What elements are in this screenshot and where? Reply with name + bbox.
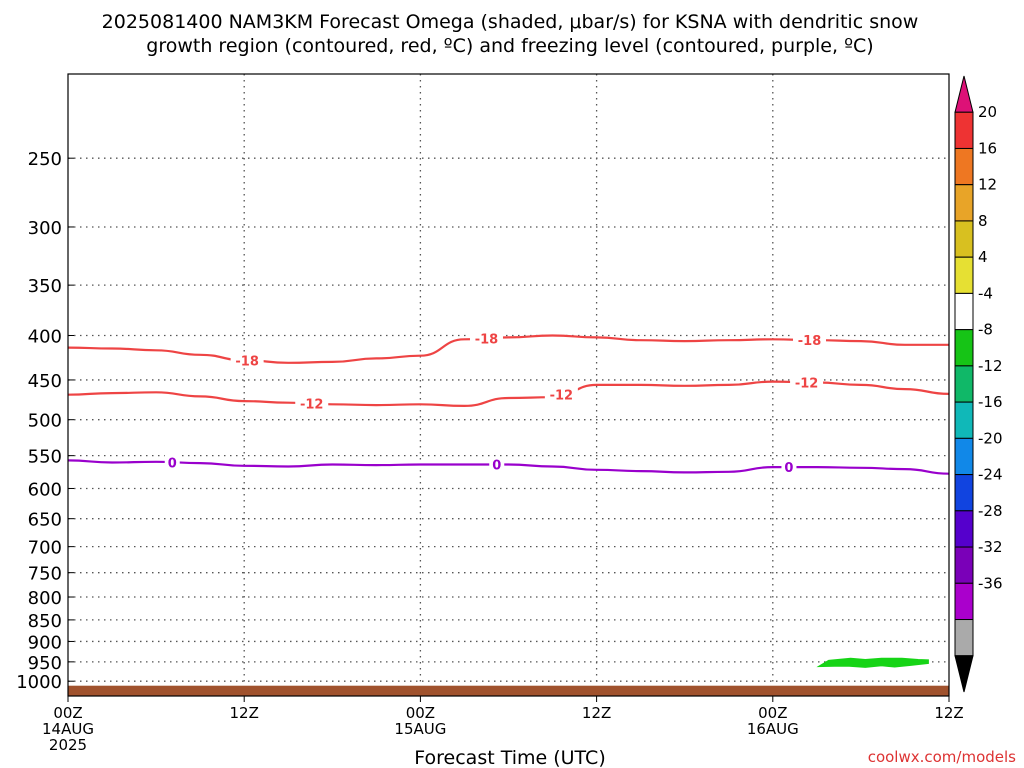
x-axis-label: Forecast Time (UTC) bbox=[414, 747, 605, 768]
y-tick-label: 1000 bbox=[16, 672, 62, 693]
contour-label: -12 bbox=[795, 376, 819, 391]
colorbar-swatch bbox=[954, 365, 974, 403]
x-tick-label: 2025 bbox=[49, 736, 87, 754]
y-tick-label: 800 bbox=[28, 588, 62, 609]
y-tick-label: 650 bbox=[28, 510, 62, 531]
colorbar-label: 12 bbox=[978, 176, 997, 194]
chart-title: 2025081400 NAM3KM Forecast Omega (shaded… bbox=[102, 11, 919, 33]
y-tick-label: 750 bbox=[28, 564, 62, 585]
y-tick-label: 500 bbox=[28, 411, 62, 432]
contour-label-bg bbox=[781, 459, 797, 476]
x-tick-label: 14AUG bbox=[42, 720, 94, 738]
contour-label-bg bbox=[295, 395, 329, 412]
y-tick-label: 300 bbox=[28, 218, 62, 239]
colorbar-swatch bbox=[954, 582, 974, 621]
colorbar-arrow-top bbox=[954, 75, 974, 113]
x-tick-label: 16AUG bbox=[747, 720, 799, 738]
chart-subtitle: growth region (contoured, red, ºC) and f… bbox=[146, 35, 873, 57]
y-tick-label: 900 bbox=[28, 632, 62, 653]
y-tick-label: 850 bbox=[28, 611, 62, 632]
contour-label: -12 bbox=[550, 389, 574, 404]
colorbar-label: -28 bbox=[978, 502, 1003, 520]
omega-shaded-region bbox=[816, 657, 929, 668]
terrain-layer bbox=[68, 685, 949, 696]
y-tick-label: 550 bbox=[28, 447, 62, 468]
colorbar-label: -12 bbox=[978, 357, 1003, 375]
colorbar-swatch bbox=[954, 510, 974, 548]
colorbar-label: -4 bbox=[978, 284, 993, 302]
y-tick-label: 350 bbox=[28, 276, 62, 297]
x-tick-label: 00Z bbox=[758, 704, 787, 722]
contour-label: -18 bbox=[475, 332, 499, 347]
colorbar-swatch bbox=[954, 619, 974, 657]
colorbar-swatch bbox=[954, 437, 974, 476]
colorbar-swatch bbox=[954, 220, 974, 258]
colorbar-arrow-bottom bbox=[954, 655, 974, 693]
colorbar-label: 16 bbox=[978, 139, 997, 157]
contour-label: -18 bbox=[798, 334, 822, 349]
x-tick-label: 00Z bbox=[53, 704, 82, 722]
contour-label: 0 bbox=[492, 458, 501, 473]
contour-labels: -18 -18 -18 -12 -12 -12 0 0 0 bbox=[164, 330, 827, 476]
y-axis: 2503003504004505005506006507007508008509… bbox=[16, 149, 74, 693]
x-tick-label: 00Z bbox=[406, 704, 435, 722]
colorbar-label: -8 bbox=[978, 321, 993, 339]
x-tick-label: 12Z bbox=[582, 704, 611, 722]
colorbar-swatch bbox=[954, 184, 974, 222]
contour-label-bg bbox=[793, 332, 827, 349]
colorbar-swatch bbox=[954, 292, 974, 331]
y-tick-label: 250 bbox=[28, 149, 62, 170]
contour-label: -12 bbox=[300, 398, 324, 413]
plot-frame bbox=[67, 73, 950, 697]
contour-label-bg bbox=[544, 386, 578, 403]
contour-label-bg bbox=[790, 374, 824, 391]
colorbar-label: -20 bbox=[978, 429, 1003, 447]
colorbar-swatch bbox=[954, 111, 974, 149]
colorbar-swatch bbox=[954, 546, 974, 584]
y-tick-label: 700 bbox=[28, 538, 62, 559]
contour-label: 0 bbox=[168, 456, 177, 471]
colorbar-label: 4 bbox=[978, 248, 988, 266]
x-tick-label: 12Z bbox=[230, 704, 259, 722]
colorbar-swatch bbox=[954, 329, 974, 367]
colorbar-swatch bbox=[954, 401, 974, 439]
colorbar-label: -36 bbox=[978, 574, 1003, 592]
contour-label-bg bbox=[230, 352, 264, 369]
colorbar-swatch bbox=[954, 147, 974, 186]
colorbar-label: 8 bbox=[978, 212, 988, 230]
y-tick-label: 950 bbox=[28, 653, 62, 674]
credit-text: coolwx.com/models bbox=[868, 748, 1016, 766]
contour-line bbox=[67, 459, 950, 475]
y-tick-label: 400 bbox=[28, 327, 62, 348]
contour-label-bg bbox=[489, 456, 505, 473]
colorbar-swatch bbox=[954, 474, 974, 512]
contour-label-bg bbox=[469, 330, 503, 347]
contour-label: -18 bbox=[235, 354, 259, 369]
colorbar-label: -16 bbox=[978, 393, 1003, 411]
colorbar-label: -32 bbox=[978, 538, 1003, 556]
terrain-fill bbox=[68, 685, 949, 696]
contour-lines bbox=[67, 334, 950, 475]
colorbar-swatch bbox=[954, 256, 974, 294]
colorbar-label: -24 bbox=[978, 466, 1003, 484]
colorbar-label: 20 bbox=[978, 103, 997, 121]
contour-label-bg bbox=[164, 454, 180, 471]
colorbar: 20 16 12 8 4 -4 -8 -12 -16 -20 -24 -28 -32 -36 bbox=[954, 75, 1003, 693]
x-tick-label: 15AUG bbox=[394, 720, 446, 738]
y-tick-label: 600 bbox=[28, 479, 62, 500]
omega-shading bbox=[816, 657, 929, 668]
y-tick-label: 450 bbox=[28, 371, 62, 392]
contour-label: 0 bbox=[784, 461, 793, 476]
x-tick-label: 12Z bbox=[934, 704, 963, 722]
